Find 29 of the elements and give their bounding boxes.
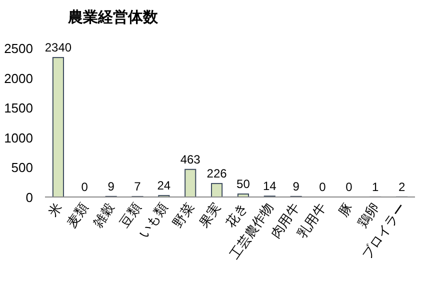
data-label: 7: [134, 180, 142, 194]
data-label: 0: [81, 180, 88, 194]
data-label: 0: [346, 180, 353, 194]
x-tick-label: 豚: [336, 200, 356, 220]
x-tick-label: 豆類: [116, 200, 144, 230]
data-label: 463: [180, 152, 201, 166]
x-tick-label: 鶏卵: [354, 200, 382, 230]
x-tick-label: 果実: [196, 200, 224, 230]
data-label: 14: [262, 179, 277, 194]
x-tick-label: 雑穀: [90, 200, 118, 230]
data-label: 50: [236, 177, 250, 192]
data-label: 9: [108, 179, 115, 194]
y-tick-label: 1000: [4, 130, 33, 146]
x-tick-label: 野菜: [170, 200, 197, 230]
data-label: 2: [398, 180, 406, 194]
y-tick-label: 2000: [4, 70, 33, 86]
data-label: 9: [292, 179, 300, 194]
data-label: 2340: [44, 40, 72, 55]
y-tick-label: 1500: [4, 100, 33, 116]
data-label: 226: [206, 166, 228, 181]
data-label: 24: [157, 178, 171, 193]
x-tick-label: 米: [44, 200, 65, 220]
y-tick-label: 500: [11, 160, 33, 176]
x-tick-label: 麦類: [64, 200, 92, 230]
data-label: 0: [319, 180, 326, 194]
data-label: 1: [372, 180, 380, 194]
y-tick-label: 2500: [4, 41, 33, 56]
chart-title: 農業経営体数: [67, 9, 159, 26]
y-tick-label: 0: [26, 190, 33, 205]
